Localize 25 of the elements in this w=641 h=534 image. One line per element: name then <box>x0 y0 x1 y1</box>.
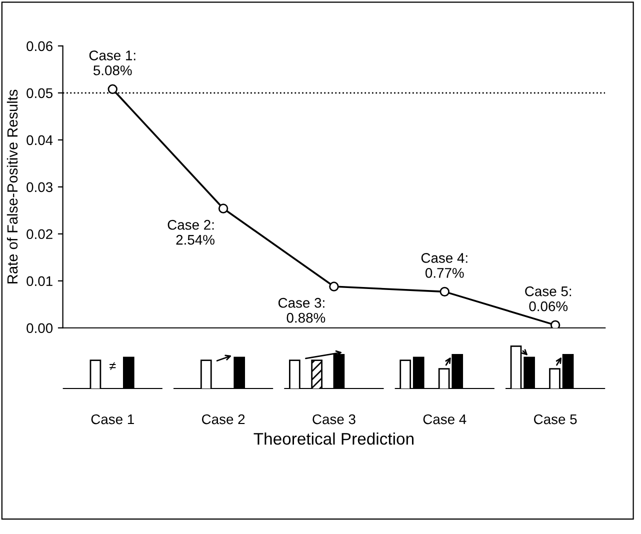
y-tick-label: 0.06 <box>26 41 52 52</box>
y-tick-label: 0.04 <box>26 135 53 146</box>
x-tick-label: Case 1 <box>91 414 134 424</box>
point <box>218 204 228 214</box>
y-tick-label: 0.02 <box>26 229 52 240</box>
x-tick-label: Case 5 <box>534 414 577 424</box>
point <box>108 84 118 94</box>
point <box>440 286 450 297</box>
y-tick-label: 0.05 <box>26 88 53 98</box>
x-axis-title: Theoretical Prediction <box>254 432 414 445</box>
annotation: Case 1: 5.08% <box>89 50 136 76</box>
y-tick-label: 0.00 <box>26 323 53 334</box>
point <box>550 320 560 328</box>
y-axis-title: Rate of False-Positive Results <box>6 90 18 284</box>
annotation: Case 3: 0.88% <box>278 298 326 323</box>
y-tick-label: 0.01 <box>26 276 52 286</box>
y-tick-label: 0.03 <box>26 182 52 192</box>
point <box>329 282 339 292</box>
annotation: Case 2: 2.54% <box>168 220 214 245</box>
x-tick-label: Case 2 <box>202 414 245 424</box>
annotation: Case 5: 0.06% <box>525 286 572 312</box>
x-tick-label: Case 3 <box>312 414 356 424</box>
x-tick-label: Case 4 <box>423 414 466 424</box>
annotation: Case 4: 0.77% <box>421 253 468 278</box>
text: ≠ <box>110 362 116 370</box>
